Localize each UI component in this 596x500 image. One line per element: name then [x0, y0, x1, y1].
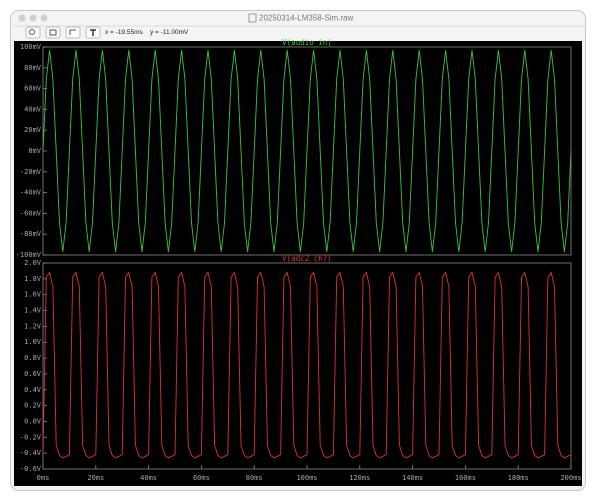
x-tick-label: 60ms [193, 474, 210, 482]
y-tick-label: 0.8V [24, 354, 42, 362]
x-tick-label: 0ms [37, 474, 50, 482]
y-tick-label: -0.4V [20, 449, 42, 457]
y-tick-label: 0.6V [24, 370, 42, 378]
undo-zoom-tool[interactable] [65, 26, 81, 39]
zoom-icon [29, 29, 35, 35]
y-tick-label: -0.6V [20, 465, 42, 473]
x-tick-label: 200ms [560, 474, 581, 482]
window-title: 20250314-LM358-Sim.raw [259, 14, 353, 23]
y-tick-label: -80mV [20, 230, 42, 238]
minimize-button[interactable] [29, 14, 37, 22]
y-tick-label: 0.0V [24, 417, 42, 425]
x-tick-label: 140ms [402, 474, 423, 482]
x-tick-label: 160ms [455, 474, 476, 482]
y-tick-label: -40mV [20, 189, 42, 197]
y-tick-label: 0.2V [24, 402, 42, 410]
trace [42, 271, 572, 459]
x-tick-label: 100ms [296, 474, 317, 482]
y-tick-label: -20mV [20, 168, 42, 176]
y-tick-label: 0.4V [24, 386, 42, 394]
file-icon [248, 13, 257, 23]
y-tick-label: 40mV [24, 105, 42, 113]
y-tick-label: 1.2V [24, 322, 42, 330]
fit-tool[interactable] [45, 26, 61, 39]
y-tick-label: 2.0V [24, 259, 42, 267]
y-tick-label: 1.0V [24, 338, 42, 346]
y-tick-label: 1.6V [24, 291, 42, 299]
toolbar: x = -19.55ms y = -11.00mV [25, 26, 189, 39]
trace [42, 50, 572, 252]
zoom-tool[interactable] [25, 26, 41, 39]
y-tick-label: 20mV [24, 126, 42, 134]
plot-background [14, 41, 582, 486]
y-tick-label: 80mV [24, 64, 42, 72]
close-button[interactable] [18, 14, 26, 22]
zoom-button[interactable] [40, 14, 48, 22]
y-tick-label: 60mV [24, 85, 42, 93]
x-tick-label: 40ms [140, 474, 157, 482]
cursor-y: y = -11.00mV [150, 29, 189, 36]
y-tick-label: 1.8V [24, 275, 42, 283]
y-tick-label: -100mV [16, 251, 42, 259]
undo-zoom-icon [69, 29, 76, 35]
x-tick-label: 20ms [87, 474, 104, 482]
trace-label: V(adc2_ch7) [282, 254, 332, 263]
trace-label: V(audio_in) [282, 38, 332, 47]
x-tick-label: 120ms [349, 474, 370, 482]
y-tick-label: 100mV [20, 43, 42, 51]
cursor-x: x = -19.55ms [105, 29, 144, 36]
y-tick-label: 1.4V [24, 307, 42, 315]
probe-icon [90, 29, 96, 36]
y-tick-label: -60mV [20, 209, 42, 217]
x-tick-label: 180ms [508, 474, 529, 482]
y-tick-label: 0mV [28, 147, 41, 155]
fit-icon [49, 29, 57, 36]
y-tick-label: -0.2V [20, 433, 42, 441]
x-tick-label: 80ms [246, 474, 263, 482]
